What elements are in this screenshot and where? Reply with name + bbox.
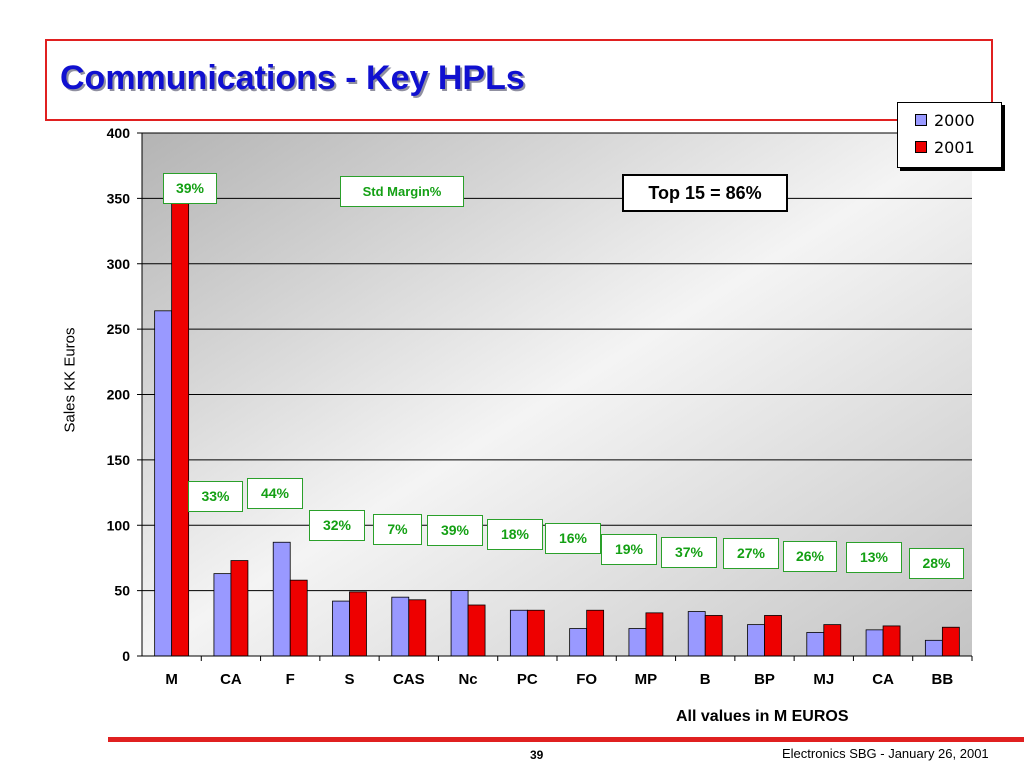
page-number: 39	[530, 748, 544, 762]
margin-label: 39%	[163, 173, 217, 204]
margin-label: 39%	[427, 515, 483, 546]
bar-2000-fo	[569, 628, 588, 657]
bar-2000-s	[332, 600, 350, 657]
y-tick-label: 50	[114, 583, 130, 599]
bar-2001-f	[289, 579, 308, 657]
x-tick-label: M	[165, 671, 178, 688]
margin-label: 16%	[545, 523, 601, 554]
legend-swatch-2001	[915, 141, 927, 153]
margin-label: 26%	[783, 541, 837, 572]
margin-label: 27%	[723, 538, 779, 569]
bar-2001-ca	[230, 560, 249, 657]
x-tick-label: CA	[220, 671, 242, 688]
values-footnote: All values in M EUROS	[676, 708, 849, 725]
bar-2000-cas	[391, 596, 410, 657]
margin-label: 44%	[247, 478, 303, 509]
bar-2000-ca	[213, 573, 232, 657]
x-tick-label: B	[700, 671, 711, 688]
x-tick-label: MJ	[813, 671, 834, 688]
bar-2001-b	[704, 615, 723, 657]
y-tick-label: 400	[107, 125, 131, 141]
x-tick-label: F	[286, 671, 295, 688]
std-margin-label: Std Margin%	[340, 176, 464, 207]
y-tick-label: 200	[107, 387, 131, 403]
legend: 2000 2001	[897, 102, 1002, 168]
legend-label-2000: 2000	[934, 110, 975, 130]
y-tick-label: 250	[107, 321, 131, 337]
bar-2001-mj	[823, 624, 842, 657]
bar-2000-m	[154, 310, 173, 657]
bar-2000-pc	[509, 609, 528, 657]
title-box: Communications - Key HPLs	[45, 39, 993, 121]
x-tick-label: BP	[754, 671, 775, 688]
x-tick-label: FO	[576, 671, 597, 688]
bar-2001-ca	[882, 625, 901, 657]
margin-label: 13%	[846, 542, 902, 573]
x-tick-label: PC	[517, 671, 538, 688]
bar-2001-bp	[764, 615, 782, 657]
y-tick-label: 300	[107, 256, 131, 272]
y-tick-label: 100	[107, 517, 131, 533]
page-title: Communications - Key HPLs	[60, 59, 525, 97]
margin-label: 19%	[601, 534, 657, 565]
margin-label: 7%	[373, 514, 422, 545]
y-tick-label: 150	[107, 452, 131, 468]
legend-item-2001: 2001	[915, 136, 975, 158]
bar-2001-cas	[408, 599, 427, 657]
legend-label-2001: 2001	[934, 137, 975, 157]
x-tick-label: MP	[635, 671, 658, 688]
footer-divider	[108, 737, 1024, 742]
legend-swatch-2000	[915, 114, 927, 126]
x-tick-label: CAS	[393, 671, 425, 688]
bar-2001-bb	[941, 626, 960, 657]
x-tick-label: Nc	[458, 671, 477, 688]
bar-2000-nc	[450, 590, 469, 657]
top15-box: Top 15 = 86%	[622, 174, 788, 212]
bar-2001-fo	[586, 609, 605, 657]
x-tick-label: CA	[872, 671, 894, 688]
bar-2001-pc	[526, 609, 545, 657]
margin-label: 18%	[487, 519, 543, 550]
margin-label: 37%	[661, 537, 717, 568]
bar-2001-mp	[645, 612, 664, 657]
margin-label: 32%	[309, 510, 365, 541]
y-axis-label: Sales KK Euros	[61, 327, 79, 433]
bar-2000-mj	[806, 632, 825, 657]
bar-2001-nc	[467, 604, 486, 657]
bar-2001-s	[349, 591, 367, 657]
legend-item-2000: 2000	[915, 109, 975, 131]
x-tick-label: BB	[932, 671, 954, 688]
bar-2000-bp	[747, 624, 765, 657]
footer-text: Electronics SBG - January 26, 2001	[782, 746, 989, 761]
margin-label: 28%	[909, 548, 964, 579]
y-tick-label: 350	[107, 190, 131, 206]
bar-2000-b	[687, 611, 706, 657]
bar-2001-m	[171, 197, 190, 657]
bar-2000-f	[272, 541, 291, 657]
x-tick-label: S	[344, 671, 354, 688]
bar-2000-ca	[865, 629, 884, 657]
bar-2000-bb	[924, 639, 943, 657]
margin-label: 33%	[188, 481, 243, 512]
y-tick-label: 0	[122, 648, 130, 664]
bar-2000-mp	[628, 628, 647, 657]
